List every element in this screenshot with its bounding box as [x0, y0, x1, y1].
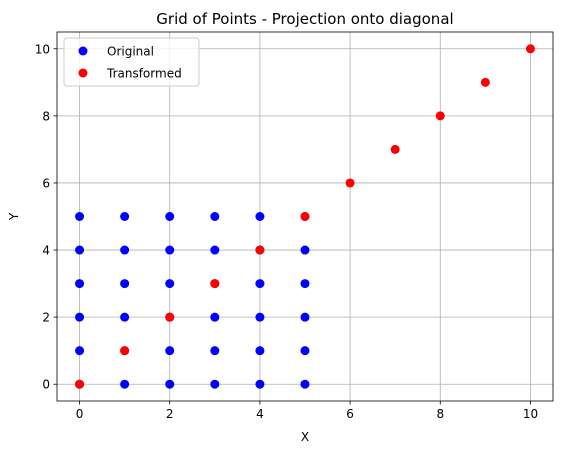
x-axis-label: X	[301, 430, 309, 444]
original-point	[75, 346, 85, 356]
original-point	[255, 379, 265, 389]
x-tick-label: 4	[256, 407, 264, 421]
original-point	[210, 346, 220, 356]
original-point	[255, 279, 265, 289]
axis-ticks: 0 2 4 6 8 10 0 2 4 6 8 10	[35, 42, 538, 421]
legend-marker-transformed	[78, 68, 88, 78]
original-point	[255, 346, 265, 356]
y-tick-label: 8	[42, 109, 50, 123]
transformed-point	[165, 312, 175, 322]
y-axis-label: Y	[7, 212, 21, 221]
original-point	[210, 379, 220, 389]
legend-label-transformed: Transformed	[106, 67, 182, 81]
original-point	[75, 279, 85, 289]
original-point	[75, 212, 85, 221]
y-tick-label: 10	[35, 42, 50, 56]
original-point	[120, 379, 130, 389]
transformed-point	[300, 212, 310, 221]
original-point	[300, 379, 310, 389]
y-tick-label: 2	[42, 311, 50, 325]
legend: Original Transformed	[63, 37, 200, 87]
plot-area-frame	[56, 31, 554, 402]
original-point	[120, 212, 130, 221]
transformed-point	[120, 346, 130, 356]
transformed-point	[345, 178, 355, 188]
original-point	[165, 279, 175, 289]
x-tick-label: 0	[76, 407, 84, 421]
transformed-point	[210, 279, 220, 289]
transformed-point	[525, 44, 535, 54]
original-point	[165, 212, 175, 221]
original-point	[300, 346, 310, 356]
x-tick-label: 8	[436, 407, 444, 421]
original-point	[300, 312, 310, 322]
legend-label-original: Original	[107, 45, 154, 59]
original-point	[75, 312, 85, 322]
original-point	[210, 245, 220, 255]
original-point	[300, 245, 310, 255]
original-point	[75, 245, 85, 255]
original-point	[120, 245, 130, 255]
original-point	[255, 312, 265, 322]
x-tick-label: 6	[346, 407, 354, 421]
original-point	[300, 279, 310, 289]
original-point	[165, 379, 175, 389]
y-tick-label: 4	[42, 244, 50, 258]
original-point	[255, 212, 265, 221]
original-point	[210, 212, 220, 221]
transformed-point	[435, 111, 445, 121]
original-point	[165, 346, 175, 356]
transformed-point	[255, 245, 265, 255]
chart-title: Grid of Points - Projection onto diagona…	[156, 10, 453, 28]
transformed-point	[75, 379, 85, 389]
original-point	[165, 245, 175, 255]
legend-marker-original	[78, 46, 88, 56]
y-tick-label: 6	[42, 176, 50, 190]
transformed-point	[480, 77, 490, 87]
x-tick-label: 10	[523, 407, 538, 421]
legend-box	[63, 37, 200, 87]
original-point	[120, 312, 130, 322]
y-tick-label: 0	[42, 378, 50, 392]
x-tick-label: 2	[166, 407, 174, 421]
original-point	[120, 279, 130, 289]
original-point	[210, 312, 220, 322]
data-points	[75, 44, 535, 389]
transformed-point	[390, 144, 400, 154]
